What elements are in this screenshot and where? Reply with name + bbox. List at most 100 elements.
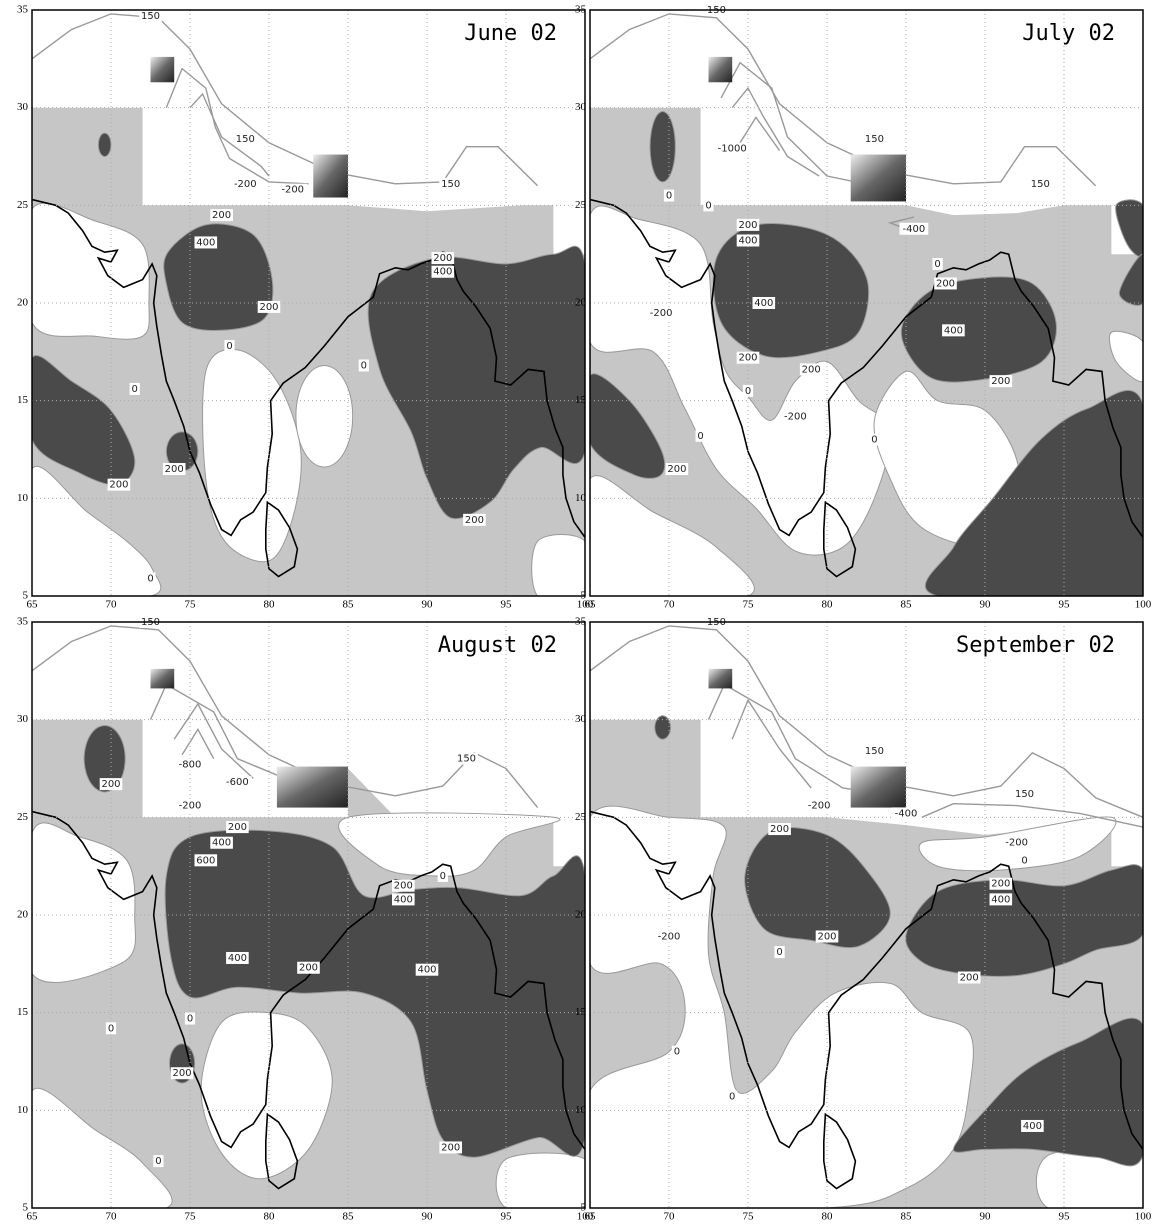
contour-label-bg <box>210 209 233 222</box>
contour-label: 200 <box>738 353 757 364</box>
x-tick-label: 85 <box>901 1211 913 1223</box>
contour-label: 0 <box>440 871 446 882</box>
contour-label: 400 <box>228 953 247 964</box>
contour-label-bg <box>804 799 834 812</box>
contour-label-bg <box>210 836 233 849</box>
contour-label-bg <box>415 963 439 976</box>
panel-frame <box>31 9 586 597</box>
contour-label-bg <box>989 375 1013 388</box>
x-tick-label: 80 <box>822 599 834 611</box>
contour-label: 200 <box>394 881 413 892</box>
contour-label-bg <box>695 429 706 442</box>
shade-dark <box>712 223 870 359</box>
steep-contours <box>150 56 175 83</box>
contour-label-bg <box>742 384 754 397</box>
contour-label-bg <box>105 1022 117 1035</box>
panel-frame <box>589 621 1144 1209</box>
contour-line <box>731 698 812 789</box>
contour-label-bg <box>736 351 760 364</box>
contour-label-bg <box>891 807 921 820</box>
contour-label-bg <box>463 513 486 526</box>
contour-label-bg <box>107 478 131 491</box>
x-tick-label: 100 <box>1135 1211 1152 1223</box>
contour-label: 200 <box>259 302 278 313</box>
contour-label-bg <box>437 869 448 882</box>
contour-label-bg <box>899 222 929 235</box>
contour-label: 0 <box>147 573 153 584</box>
contour-label-bg <box>942 324 965 337</box>
contour-label: -200 <box>808 801 831 812</box>
steep-contours <box>850 154 906 202</box>
panel-title: September 02 <box>956 633 1115 658</box>
shade-none <box>32 1087 173 1208</box>
contour-label: 0 <box>745 386 751 397</box>
contour-label: 0 <box>666 191 672 202</box>
y-tick-label: 20 <box>17 909 29 921</box>
coastline <box>32 810 585 1150</box>
contour-label-bg <box>431 252 455 265</box>
contour-label-bg <box>934 277 957 290</box>
x-tick-label: 100 <box>577 1211 594 1223</box>
shade-none <box>590 805 974 1208</box>
contour-label: 150 <box>1031 179 1050 190</box>
shade-none <box>295 365 354 468</box>
map-field <box>32 10 585 596</box>
x-tick-label: 70 <box>664 599 676 611</box>
contour-label-bg <box>736 218 760 231</box>
contour-label-bg <box>1029 177 1052 190</box>
contour-label-bg <box>226 951 249 964</box>
shade-dark <box>1118 253 1143 306</box>
panel-title: June 02 <box>464 21 557 46</box>
shade-dark <box>649 111 676 183</box>
contour-label: 200 <box>738 220 757 231</box>
contour-label-bg <box>1002 836 1031 849</box>
shade-dark <box>163 223 274 331</box>
contour-label: 150 <box>441 179 460 190</box>
contour-label-bg <box>145 572 156 585</box>
y-tick-label: 20 <box>17 297 29 309</box>
contour-label: 0 <box>361 361 367 372</box>
y-tick-label: 35 <box>17 616 29 628</box>
x-tick-label: 80 <box>264 599 276 611</box>
contour-label-bg <box>768 823 791 836</box>
y-tick-label: 15 <box>575 394 587 406</box>
contour-label-bg <box>703 199 714 212</box>
contour-label: 200 <box>165 464 184 475</box>
y-tick-label: 30 <box>575 713 587 725</box>
contour-label: -800 <box>179 760 202 771</box>
contour-label: 400 <box>754 298 773 309</box>
contour-label: 400 <box>1023 1121 1042 1132</box>
contour-label-bg <box>957 971 981 984</box>
y-tick-label: 25 <box>575 811 587 823</box>
contour-label: 150 <box>1015 789 1034 800</box>
contour-label: 400 <box>196 237 215 248</box>
x-tick-label: 75 <box>185 1211 197 1223</box>
contour-line <box>189 92 270 177</box>
contour-label-bg <box>1021 1119 1044 1132</box>
contour-label: -400 <box>903 224 926 235</box>
contour-label: 0 <box>697 431 703 442</box>
y-tick-label: 30 <box>17 101 29 113</box>
contour-label-bg <box>129 382 140 395</box>
contour-label-bg <box>781 410 810 423</box>
coastline <box>32 198 585 538</box>
y-tick-label: 35 <box>575 4 587 16</box>
contour-line <box>921 802 1143 828</box>
x-tick-label: 95 <box>1059 599 1071 611</box>
steep-contours <box>150 668 175 689</box>
contour-line <box>731 86 820 177</box>
contour-label-bg <box>654 930 684 943</box>
x-tick-label: 95 <box>501 1211 513 1223</box>
x-tick-label: 70 <box>106 1211 118 1223</box>
y-tick-label: 25 <box>17 811 29 823</box>
contour-label: 400 <box>944 325 963 336</box>
contour-label-bg <box>665 463 689 476</box>
contour-label-bg <box>727 1090 738 1103</box>
contour-label: 200 <box>212 210 231 221</box>
contour-label-bg <box>439 177 462 190</box>
contour-label: 200 <box>802 364 821 375</box>
contour-label-bg <box>646 306 676 319</box>
